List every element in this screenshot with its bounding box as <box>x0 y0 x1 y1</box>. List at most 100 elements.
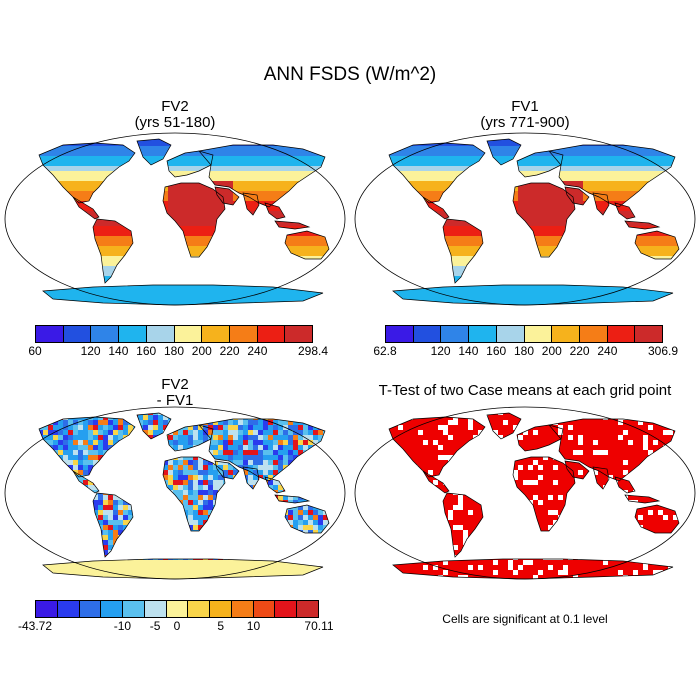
colorbar-swatch <box>210 601 232 617</box>
colorbar-swatch <box>63 326 92 342</box>
colorbar-swatch <box>552 326 580 342</box>
coastline-greenland <box>486 138 522 166</box>
map-border <box>354 406 696 580</box>
colorbar-tick-label: 5 <box>217 619 225 633</box>
coastline-australia <box>284 504 330 534</box>
coastline-europe <box>166 150 214 178</box>
coastline-india <box>592 192 610 216</box>
colorbar-tick-label: 200 <box>191 344 212 358</box>
coastline-indonesia <box>274 494 311 504</box>
colorbar-swatch <box>123 601 145 617</box>
colorbar-fv2 <box>35 325 313 343</box>
coastline-arabia <box>214 460 240 480</box>
coastline-centralAm <box>422 196 450 220</box>
map-ttest <box>354 406 696 580</box>
coastline-australia <box>634 230 680 260</box>
coastline-india <box>242 466 260 490</box>
colorbar-swatch <box>231 601 254 617</box>
colorbar-tick-label: 180 <box>163 344 185 358</box>
colorbar-swatch <box>297 601 318 617</box>
coastline-africa <box>162 182 226 258</box>
colorbar-tick-label: 10 <box>246 619 261 633</box>
colorbar-tick-label: 140 <box>458 344 479 358</box>
coastline-southAmerica <box>92 218 134 284</box>
colorbar-tick-label: 140 <box>108 344 129 358</box>
coastline-africa <box>512 182 576 258</box>
coastline-southAmerica <box>92 492 134 558</box>
coastline-antarctica <box>392 558 674 580</box>
colorbar-swatch <box>386 326 414 342</box>
colorbar-diff-labels: -43.72 -10 -5 0 5 10 70.11 <box>18 619 334 635</box>
colorbar-swatch <box>253 601 276 617</box>
coastline-europe <box>166 424 214 452</box>
colorbar-diff <box>35 600 319 618</box>
colorbar-tick-label: 60 <box>28 344 42 358</box>
colorbar-swatch <box>146 326 175 342</box>
colorbar-tick-label: 220 <box>569 344 590 358</box>
coastline-centralAm <box>72 196 100 220</box>
colorbar-tick-label: 160 <box>486 344 507 358</box>
panel-subtitle-fv1: (yrs 771-900) <box>480 114 570 131</box>
colorbar-swatch <box>174 326 203 342</box>
panel-title-fv2: FV2 <box>161 98 189 115</box>
colorbar-swatch <box>36 326 64 342</box>
coastline-northAmerica <box>388 416 486 478</box>
colorbar-tick-label: 0 <box>173 619 181 633</box>
coastline-seAsia <box>264 476 286 494</box>
coastline-australia <box>634 504 680 534</box>
panel-title-diff: FV2 <box>161 376 189 393</box>
colorbar-tick-label: 200 <box>541 344 562 358</box>
map-fv1 <box>354 132 696 306</box>
coastline-africa <box>162 456 226 532</box>
coastline-seAsia <box>614 202 636 220</box>
coastline-indonesia <box>624 220 661 230</box>
coastline-asia <box>548 144 676 208</box>
colorbar-tick-label: -5 <box>149 619 161 633</box>
colorbar-swatch <box>101 601 124 617</box>
panel-subtitle-fv2: (yrs 51-180) <box>134 114 216 131</box>
coastline-indonesia <box>274 220 311 230</box>
coastline-australia <box>284 230 330 260</box>
map-border <box>4 132 346 306</box>
colorbar-swatch <box>413 326 442 342</box>
coastline-greenland <box>136 138 172 166</box>
colorbar-swatch <box>607 326 636 342</box>
colorbar-fv1-labels: 62.8 120 140 160 180 200 220 240 306.9 <box>373 344 678 360</box>
coastline-antarctica <box>42 558 324 580</box>
colorbar-tick-label: 220 <box>219 344 240 358</box>
coastline-arabia <box>564 460 590 480</box>
coastline-greenland <box>486 412 522 440</box>
coastline-india <box>592 466 610 490</box>
coastline-europe <box>516 150 564 178</box>
map-fv2-minus-fv1 <box>4 406 346 580</box>
panel-title-fv1: FV1 <box>511 98 539 115</box>
colorbar-tick-label: 298.4 <box>297 344 329 358</box>
colorbar-fv2-labels: 60 120 140 160 180 200 220 240 298.4 <box>28 344 328 360</box>
figure-title: ANN FSDS (W/m^2) <box>263 64 437 85</box>
coastline-arabia <box>214 186 240 206</box>
colorbar-swatch <box>275 601 298 617</box>
coastline-southAmerica <box>442 218 484 284</box>
colorbar-fv1 <box>385 325 663 343</box>
colorbar-tick-label: 306.9 <box>647 344 679 358</box>
coastline-centralAm <box>422 470 450 494</box>
colorbar-swatch <box>496 326 525 342</box>
colorbar-swatch <box>469 326 497 342</box>
coastline-northAmerica <box>388 142 486 204</box>
colorbar-swatch <box>524 326 553 342</box>
coastline-asia <box>548 418 676 482</box>
map-border <box>4 406 346 580</box>
coastline-arabia <box>564 186 590 206</box>
coastline-antarctica <box>392 284 674 306</box>
coastline-indonesia <box>624 494 661 504</box>
map-fv2 <box>4 132 346 306</box>
colorbar-swatch <box>119 326 147 342</box>
panel-title-ttest: T-Test of two Case means at each grid po… <box>378 382 672 399</box>
significance-note: Cells are significant at 0.1 level <box>442 612 608 626</box>
colorbar-tick-label: -10 <box>113 619 132 633</box>
colorbar-tick-label: 120 <box>80 344 101 358</box>
map-border <box>354 132 696 306</box>
coastline-asia <box>198 418 326 482</box>
colorbar-tick-label: 120 <box>430 344 451 358</box>
colorbar-tick-label: -43.72 <box>17 619 53 633</box>
